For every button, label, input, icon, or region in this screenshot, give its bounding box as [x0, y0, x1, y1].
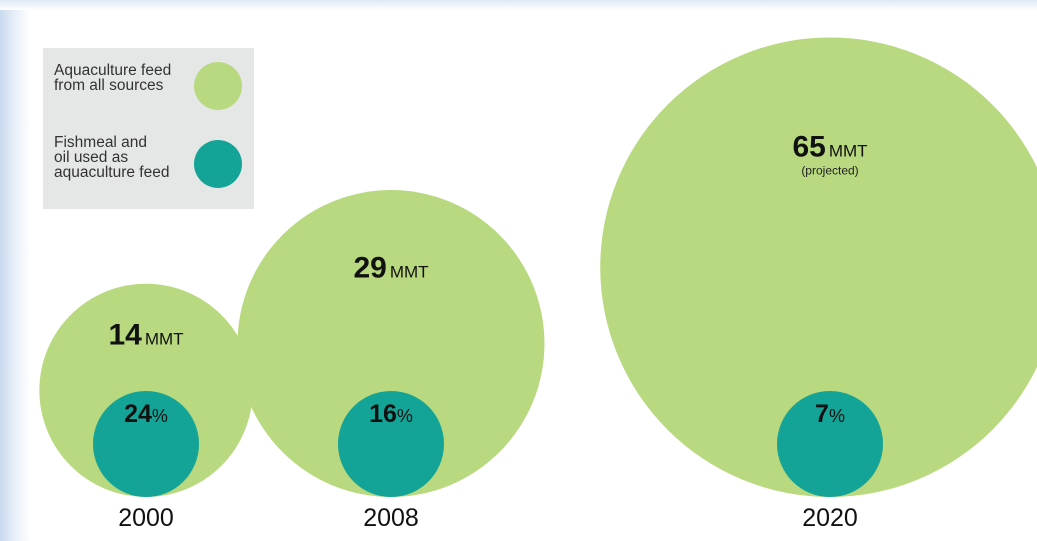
fishmeal-share-2000: 24% — [124, 400, 168, 428]
total-feed-annotation-2020: (projected) — [801, 163, 858, 177]
fishmeal-share-2020: 7% — [815, 400, 845, 428]
legend: Aquaculture feed from all sources Fishme… — [43, 48, 254, 209]
legend-swatch-fishmeal — [194, 140, 242, 188]
fishmeal-bubble-2008 — [338, 391, 444, 497]
total-feed-bubble-2008 — [237, 190, 545, 497]
bubble-group-2008: 29 MMT 16% 2008 — [237, 190, 545, 532]
total-feed-value-2008: 29 MMT — [353, 252, 428, 285]
year-label-2000: 2000 — [118, 504, 174, 532]
fishmeal-bubble-2000 — [93, 391, 199, 497]
total-feed-bubble-2020 — [600, 37, 1037, 497]
legend-swatch-total-feed — [194, 62, 242, 110]
legend-label-fishmeal: Fishmeal and oil used as aquaculture fee… — [54, 134, 170, 181]
total-feed-value-2000: 14 MMT — [108, 319, 183, 352]
year-label-2020: 2020 — [802, 504, 858, 532]
total-feed-bubble-2000 — [39, 283, 253, 497]
top-band — [0, 0, 1037, 10]
bubble-group-2000: 14 MMT 24% 2000 — [39, 283, 253, 532]
fishmeal-bubble-2020 — [777, 391, 883, 497]
total-feed-value-2020: 65 MMT — [792, 130, 867, 163]
bubble-group-2020: 65 MMT(projected) 7% 2020 — [600, 37, 1037, 532]
year-label-2008: 2008 — [363, 504, 419, 532]
legend-label-total-feed: Aquaculture feed from all sources — [54, 62, 172, 94]
fishmeal-share-2008: 16% — [369, 400, 413, 428]
